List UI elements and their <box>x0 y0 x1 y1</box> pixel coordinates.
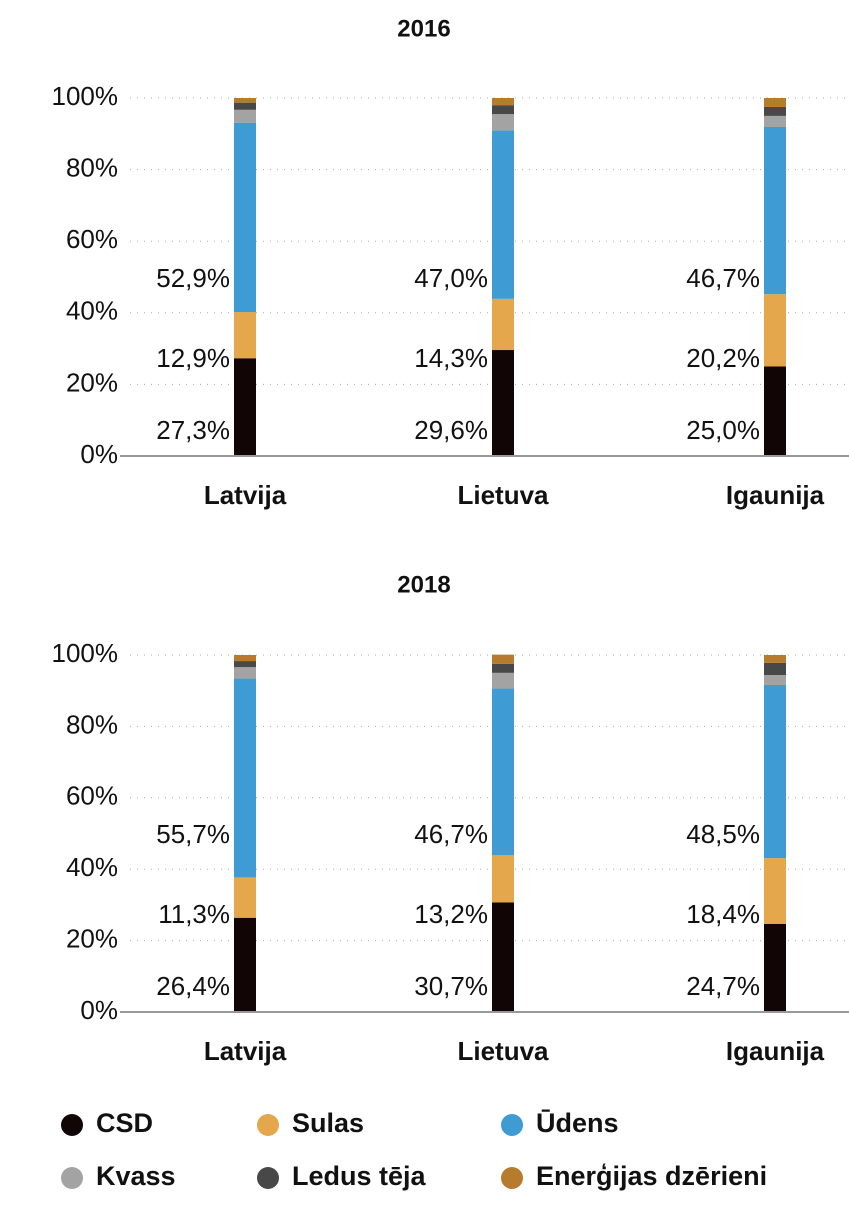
bar-segment <box>764 923 786 1012</box>
y-tick-label: 60% <box>66 781 118 811</box>
legend-swatch <box>501 1114 523 1136</box>
bar-segment <box>764 126 786 295</box>
bar-segment <box>234 661 256 668</box>
y-tick-label: 0% <box>80 439 118 469</box>
y-tick-label: 40% <box>66 852 118 882</box>
y-tick-label: 100% <box>52 638 119 668</box>
x-tick-label: Lietuva <box>457 1036 549 1066</box>
bar-segment <box>492 114 514 131</box>
x-tick-label: Igaunija <box>726 480 825 510</box>
legend-swatch <box>257 1167 279 1189</box>
legend-label: Enerģijas dzērieni <box>536 1161 767 1191</box>
bar-segment <box>234 358 256 456</box>
value-label: 47,0% <box>414 263 488 293</box>
value-label: 13,2% <box>414 899 488 929</box>
y-tick-label: 20% <box>66 923 118 953</box>
legend-swatch <box>501 1167 523 1189</box>
legend-swatch <box>61 1167 83 1189</box>
value-label: 12,9% <box>156 343 230 373</box>
y-tick-label: 80% <box>66 709 118 739</box>
bar-segment <box>234 877 256 918</box>
value-label: 52,9% <box>156 263 230 293</box>
value-label: 46,7% <box>414 819 488 849</box>
x-tick-label: Lietuva <box>457 480 549 510</box>
value-label: 25,0% <box>686 415 760 445</box>
bar-segment <box>234 312 256 359</box>
bar-segment <box>492 105 514 115</box>
legend-label: Ūdens <box>536 1108 619 1138</box>
y-tick-label: 0% <box>80 995 118 1025</box>
bar-segment <box>492 688 514 856</box>
value-label: 55,7% <box>156 819 230 849</box>
x-tick-label: Latvija <box>204 480 287 510</box>
bar-segment <box>764 858 786 924</box>
value-label: 14,3% <box>414 343 488 373</box>
value-label: 26,4% <box>156 971 230 1001</box>
bar-segment <box>492 98 514 106</box>
bar-segment <box>764 655 786 663</box>
chart-title: 2016 <box>397 15 450 42</box>
bar-segment <box>234 667 256 679</box>
legend-label: Sulas <box>292 1108 364 1138</box>
bar-segment <box>492 654 514 664</box>
bar-segment <box>234 655 256 662</box>
bar-segment <box>234 109 256 123</box>
legend-swatch <box>257 1114 279 1136</box>
bar-segment <box>764 662 786 675</box>
legend-label: CSD <box>96 1108 153 1138</box>
bar-segment <box>492 130 514 299</box>
x-tick-label: Igaunija <box>726 1036 825 1066</box>
bar-segment <box>764 106 786 116</box>
legend-label: Ledus tēja <box>292 1161 427 1191</box>
legend-label: Kvass <box>96 1161 176 1191</box>
bar-segment <box>764 115 786 127</box>
y-tick-label: 60% <box>66 224 118 254</box>
bar-segment <box>764 98 786 107</box>
bar-segment <box>492 855 514 903</box>
y-tick-label: 80% <box>66 152 118 182</box>
y-tick-label: 100% <box>52 81 119 111</box>
y-tick-label: 20% <box>66 367 118 397</box>
bar-segment <box>234 98 256 103</box>
bar-segment <box>492 350 514 456</box>
x-tick-label: Latvija <box>204 1036 287 1066</box>
value-label: 27,3% <box>156 415 230 445</box>
bar-segment <box>234 122 256 313</box>
value-label: 48,5% <box>686 819 760 849</box>
value-label: 20,2% <box>686 343 760 373</box>
bar-segment <box>234 678 256 878</box>
bar-segment <box>764 366 786 456</box>
bar-segment <box>234 102 256 110</box>
value-label: 11,3% <box>158 899 230 929</box>
bar-segment <box>764 684 786 859</box>
bar-segment <box>492 298 514 351</box>
legend-swatch <box>61 1114 83 1136</box>
bar-segment <box>492 902 514 1012</box>
value-label: 29,6% <box>414 415 488 445</box>
y-tick-label: 40% <box>66 296 118 326</box>
chart-title: 2018 <box>397 571 450 598</box>
bar-segment <box>492 663 514 673</box>
value-label: 46,7% <box>686 263 760 293</box>
bar-segment <box>234 917 256 1012</box>
value-label: 30,7% <box>414 971 488 1001</box>
value-label: 18,4% <box>686 899 760 929</box>
bar-segment <box>492 672 514 689</box>
bar-segment <box>764 294 786 367</box>
bar-segment <box>764 674 786 685</box>
value-label: 24,7% <box>686 971 760 1001</box>
